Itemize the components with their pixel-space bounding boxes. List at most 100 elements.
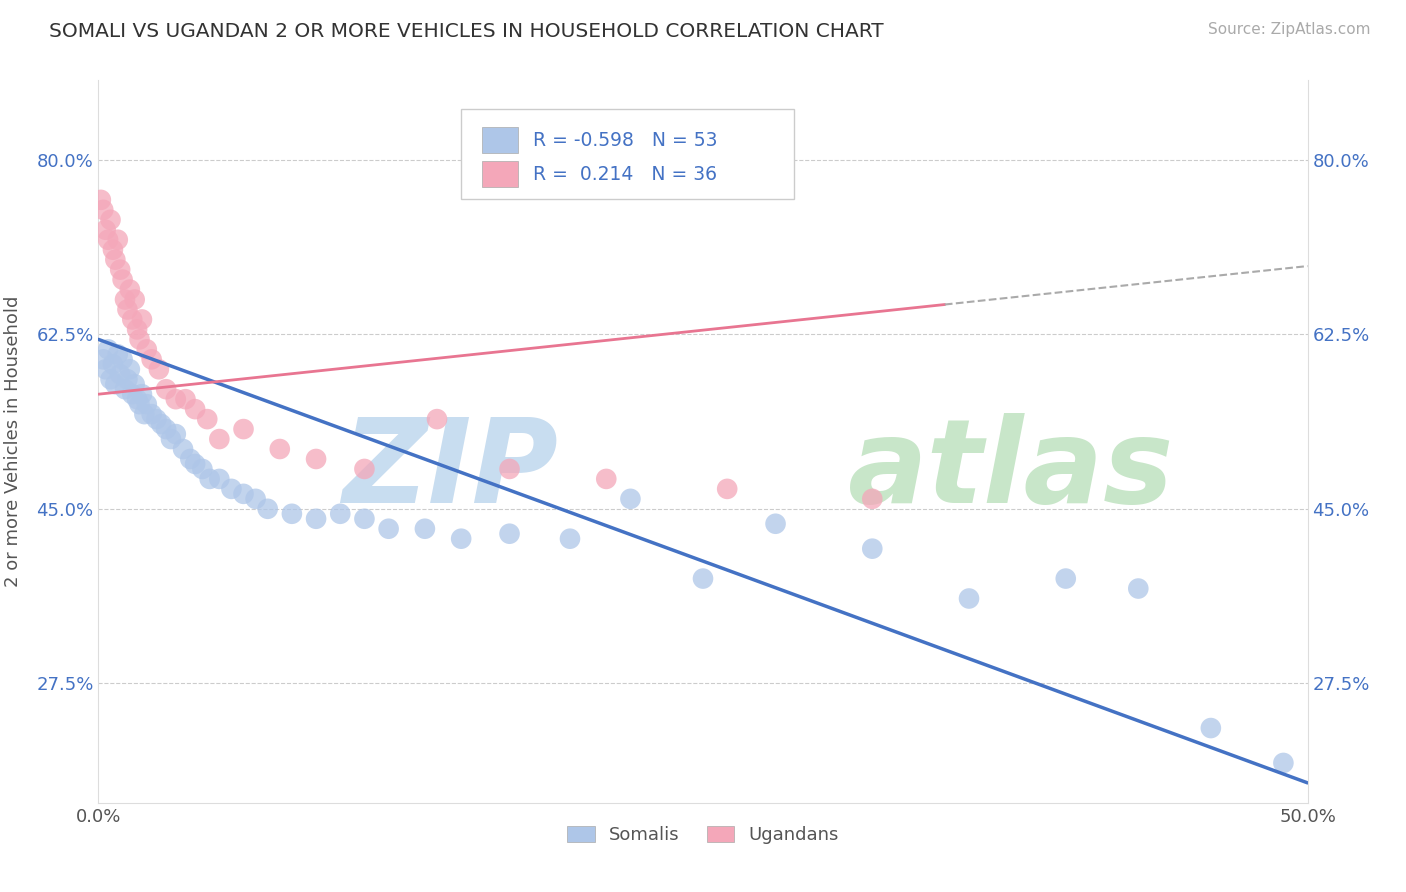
Point [117,302,139,317]
Point [131,312,153,326]
FancyBboxPatch shape [482,128,517,153]
Point [221,482,243,496]
Point [111,272,134,286]
Y-axis label: 2 or more Vehicles in Household: 2 or more Vehicles in Household [4,296,22,587]
Text: R = -0.598   N = 53: R = -0.598 N = 53 [533,131,717,150]
Point [108,368,131,382]
Point [716,482,738,496]
Point [1128,582,1150,596]
Point [155,422,177,436]
Point [114,293,136,307]
Point [377,522,399,536]
Point [860,541,883,556]
Point [90,193,112,207]
Point [305,452,328,467]
Point [131,387,153,401]
Point [208,432,231,446]
Point [450,532,472,546]
Point [127,322,149,336]
Point [184,402,207,417]
Point [118,283,141,297]
Point [184,457,207,471]
Point [114,382,136,396]
Text: R =  0.214   N = 36: R = 0.214 N = 36 [533,165,717,184]
Point [281,507,304,521]
Point [619,491,641,506]
Point [232,487,254,501]
Point [100,372,122,386]
Point [329,507,352,521]
Text: atlas: atlas [848,413,1174,528]
FancyBboxPatch shape [482,161,517,187]
Point [128,397,150,411]
Point [100,212,122,227]
Point [124,377,146,392]
Point [104,252,127,267]
Point [91,352,114,367]
Point [692,572,714,586]
Point [97,343,120,357]
Point [1054,572,1077,586]
Point [128,332,150,346]
Point [191,462,214,476]
Point [165,392,187,407]
Point [127,392,149,407]
Point [160,432,183,446]
Point [104,377,127,392]
Point [765,516,787,531]
Point [198,472,221,486]
Point [426,412,449,426]
Point [141,352,163,367]
Text: Source: ZipAtlas.com: Source: ZipAtlas.com [1208,22,1371,37]
Point [165,427,187,442]
Point [135,343,157,357]
Point [155,382,177,396]
Point [172,442,194,456]
Point [117,372,139,386]
Point [141,407,163,421]
Legend: Somalis, Ugandans: Somalis, Ugandans [560,819,846,852]
Point [107,347,129,361]
Point [1199,721,1222,735]
Text: SOMALI VS UGANDAN 2 OR MORE VEHICLES IN HOUSEHOLD CORRELATION CHART: SOMALI VS UGANDAN 2 OR MORE VEHICLES IN … [49,22,884,41]
Point [595,472,617,486]
Point [124,293,146,307]
Point [269,442,291,456]
Point [232,422,254,436]
Point [111,352,134,367]
Point [145,412,167,426]
Point [245,491,267,506]
Point [208,472,231,486]
Point [94,362,117,376]
Point [860,491,883,506]
Text: ZIP: ZIP [342,413,558,528]
Point [107,233,129,247]
Point [101,357,124,371]
Point [118,362,141,376]
Point [957,591,980,606]
Point [135,397,157,411]
Point [97,233,120,247]
Point [498,526,520,541]
Point [121,387,143,401]
Point [94,223,117,237]
FancyBboxPatch shape [461,109,793,200]
Point [174,392,197,407]
Point [498,462,520,476]
Point [101,243,124,257]
Point [91,202,114,217]
Point [108,262,131,277]
Point [353,462,375,476]
Point [353,512,375,526]
Point [305,512,328,526]
Point [134,407,156,421]
Point [148,362,170,376]
Point [150,417,173,431]
Point [121,312,143,326]
Point [195,412,218,426]
Point [256,501,278,516]
Point [558,532,581,546]
Point [179,452,201,467]
Point [413,522,436,536]
Point [1272,756,1295,770]
